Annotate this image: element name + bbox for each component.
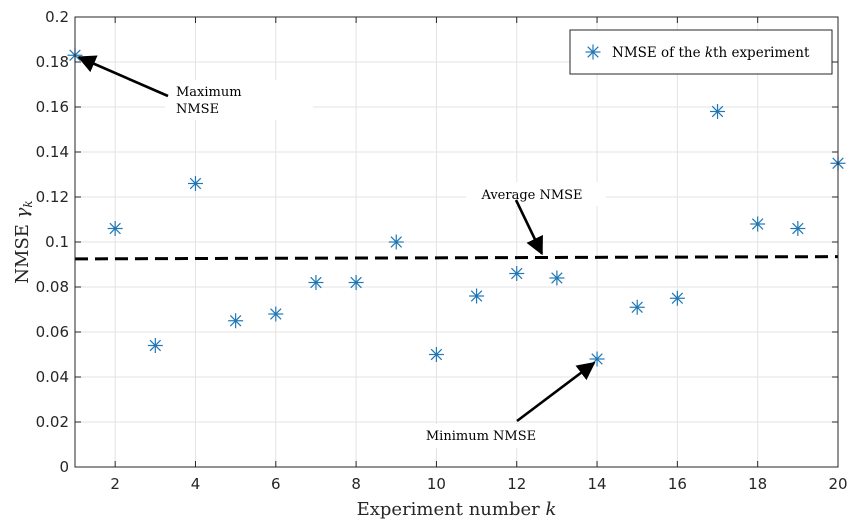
legend-label: NMSE of the kth experiment xyxy=(612,45,810,61)
data-point xyxy=(790,221,806,236)
x-axis-label: Experiment number k xyxy=(357,499,557,520)
x-tick-label: 16 xyxy=(668,475,687,493)
legend-label-post: th experiment xyxy=(713,45,810,61)
legend-marker xyxy=(585,44,601,60)
annotation-maximum: Maximum NMSE xyxy=(77,55,313,120)
x-tick-label: 10 xyxy=(427,475,446,493)
data-point xyxy=(669,290,685,306)
y-tick-label: 0.06 xyxy=(36,323,69,341)
x-tick-label: 12 xyxy=(507,475,526,493)
x-tick-label: 6 xyxy=(271,475,281,493)
average-nmse-line xyxy=(74,255,839,261)
annotation-text: Average NMSE xyxy=(480,188,582,203)
legend-box xyxy=(569,29,833,75)
legend: NMSE of the kth experiment xyxy=(569,29,833,75)
annotation-average: Average NMSE xyxy=(466,182,606,256)
y-tick-label: 0.2 xyxy=(45,8,69,26)
annotation-arrow xyxy=(77,55,169,98)
y-axis-label-var: γ xyxy=(12,207,33,218)
marker-stroke xyxy=(350,276,362,289)
data-point xyxy=(428,347,444,362)
marker-stroke xyxy=(310,276,322,289)
annotation-text: NMSE xyxy=(176,102,219,117)
legend-label-var: k xyxy=(705,45,713,61)
x-axis-label-var: k xyxy=(545,499,556,520)
data-point xyxy=(750,216,766,232)
axes: 2 4 6 8 10 12 14 16 18 20 0 0.02 0.04 0.06 0.08 0.1 0.12… xyxy=(12,8,848,520)
marker-stroke xyxy=(631,301,643,313)
annotation-background xyxy=(404,424,560,448)
y-axis-label-sub: k xyxy=(21,200,35,207)
annotation-arrow xyxy=(514,199,544,256)
marker-stroke xyxy=(229,315,242,327)
average-line-layer xyxy=(74,255,839,261)
x-tick-label: 4 xyxy=(191,475,201,493)
y-tick-label: 0.1 xyxy=(45,233,69,251)
data-point xyxy=(268,306,284,322)
data-point xyxy=(629,299,645,315)
marker-stroke xyxy=(390,236,402,248)
annotation-background xyxy=(165,80,313,120)
y-tick-label: 0.04 xyxy=(36,368,69,386)
x-tick-label: 18 xyxy=(748,475,767,493)
data-point xyxy=(228,313,244,329)
marker-stroke xyxy=(711,105,724,118)
data-point xyxy=(509,266,525,281)
marker-stroke xyxy=(751,218,764,230)
annotation-text: Minimum NMSE xyxy=(426,429,536,444)
y-tick-label: 0.12 xyxy=(36,188,69,206)
data-point xyxy=(107,221,123,236)
data-point xyxy=(469,288,485,304)
y-tick-label: 0.02 xyxy=(36,413,69,431)
marker-stroke xyxy=(430,348,443,361)
marker-stroke xyxy=(587,46,599,58)
y-tick-label: 0.18 xyxy=(36,53,69,71)
annotation-minimum: Minimum NMSE xyxy=(404,361,596,448)
data-point xyxy=(187,176,203,191)
marker-stroke xyxy=(551,272,563,284)
data-point xyxy=(710,104,726,119)
annotation-background xyxy=(466,182,606,206)
marker-stroke xyxy=(671,292,684,304)
marker-stroke xyxy=(511,267,523,280)
x-tick-label: 2 xyxy=(110,475,120,493)
marker-stroke xyxy=(189,177,202,190)
annotation-arrow xyxy=(516,361,596,423)
marker-stroke xyxy=(270,308,282,320)
marker-stroke xyxy=(792,222,804,235)
data-point xyxy=(549,270,565,286)
data-point xyxy=(348,275,364,290)
marker-stroke xyxy=(470,290,483,302)
y-tick-label: 0.16 xyxy=(36,98,69,116)
y-tick-label: 0.14 xyxy=(36,143,69,161)
y-axis-label-text: NMSE xyxy=(12,218,33,283)
data-point xyxy=(147,338,163,353)
y-tick-label: 0.08 xyxy=(36,278,69,296)
y-axis-label: NMSE γk xyxy=(12,200,35,283)
data-point xyxy=(388,234,404,250)
y-tick-label: 0 xyxy=(59,458,69,476)
marker-stroke xyxy=(109,222,121,235)
x-tick-label: 14 xyxy=(588,475,607,493)
x-axis-label-text: Experiment number xyxy=(357,499,546,520)
x-tick-label: 8 xyxy=(351,475,361,493)
marker-stroke xyxy=(149,339,162,352)
legend-label-pre: NMSE of the xyxy=(612,45,705,61)
annotation-text: Maximum xyxy=(176,85,242,100)
x-tick-label: 20 xyxy=(828,475,847,493)
annotations: Maximum NMSE Average NMSE Minimum NMSE xyxy=(77,55,606,448)
data-point xyxy=(308,275,324,290)
